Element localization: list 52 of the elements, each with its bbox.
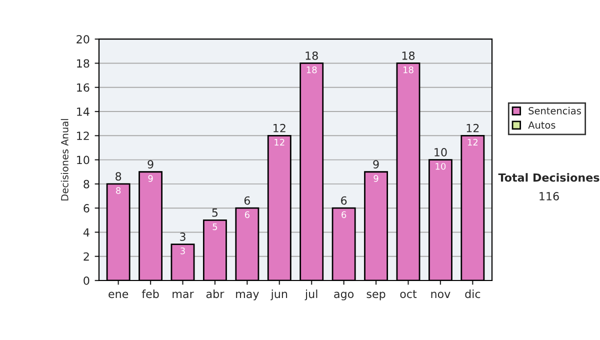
total-label: 18 bbox=[402, 51, 415, 60]
total-label: 10 bbox=[434, 148, 447, 156]
data-label: 10 bbox=[436, 162, 446, 170]
data-label: 3 bbox=[180, 247, 185, 254]
data-label: 12 bbox=[468, 138, 478, 146]
total-label: 8 bbox=[116, 172, 122, 181]
y-tick-label: 6 bbox=[84, 204, 90, 212]
y-tick-label: 0 bbox=[84, 276, 90, 285]
total-label: 6 bbox=[244, 196, 250, 205]
data-label: 9 bbox=[148, 175, 153, 182]
data-label: 6 bbox=[342, 211, 346, 218]
x-tick-label: sep bbox=[366, 292, 386, 300]
y-tick-label: 14 bbox=[77, 108, 90, 116]
y-tick-label: 20 bbox=[76, 35, 90, 44]
y-tick-label: 2 bbox=[84, 252, 89, 261]
x-tick-label: dic bbox=[465, 290, 480, 298]
x-tick-label: jun bbox=[270, 290, 288, 300]
x-tick-label: jul bbox=[304, 290, 318, 300]
legend-label: Sentencias bbox=[528, 106, 581, 114]
x-tick-label: mar bbox=[172, 292, 194, 298]
data-label: 6 bbox=[244, 211, 250, 218]
data-label: 8 bbox=[116, 187, 121, 194]
y-axis-title: Decisiones Anual bbox=[60, 119, 68, 200]
x-tick-label: abr bbox=[206, 290, 224, 298]
total-label: 9 bbox=[148, 160, 154, 169]
x-tick-label: may bbox=[236, 292, 259, 300]
y-tick-label: 4 bbox=[83, 228, 90, 236]
total-label: 18 bbox=[306, 51, 318, 60]
total-label: 9 bbox=[373, 160, 379, 169]
data-label: 18 bbox=[403, 66, 414, 74]
y-tick-label: 16 bbox=[77, 83, 90, 92]
total-label: 5 bbox=[212, 208, 218, 217]
data-label: 12 bbox=[274, 138, 284, 146]
total-label: 3 bbox=[180, 232, 186, 241]
data-label: 5 bbox=[212, 223, 218, 230]
x-tick-label: oct bbox=[400, 290, 417, 298]
x-tick-label: feb bbox=[142, 290, 159, 298]
y-tick-label: 8 bbox=[84, 180, 90, 188]
legend-label: Autos bbox=[528, 121, 556, 129]
total-label: 12 bbox=[274, 124, 286, 132]
text: Total Decisiones bbox=[498, 173, 600, 182]
total-label: 6 bbox=[341, 196, 347, 205]
y-tick-label: 10 bbox=[77, 156, 90, 164]
x-tick-label: ene bbox=[108, 292, 128, 298]
y-tick-label: 12 bbox=[77, 132, 89, 140]
x-tick-label: nov bbox=[431, 292, 450, 298]
data-label: 18 bbox=[306, 66, 317, 74]
y-tick-label: 18 bbox=[77, 59, 90, 68]
total-label: 12 bbox=[466, 124, 479, 132]
text: 116 bbox=[540, 192, 559, 200]
data-label: 9 bbox=[374, 175, 378, 182]
x-tick-label: ago bbox=[334, 292, 354, 300]
